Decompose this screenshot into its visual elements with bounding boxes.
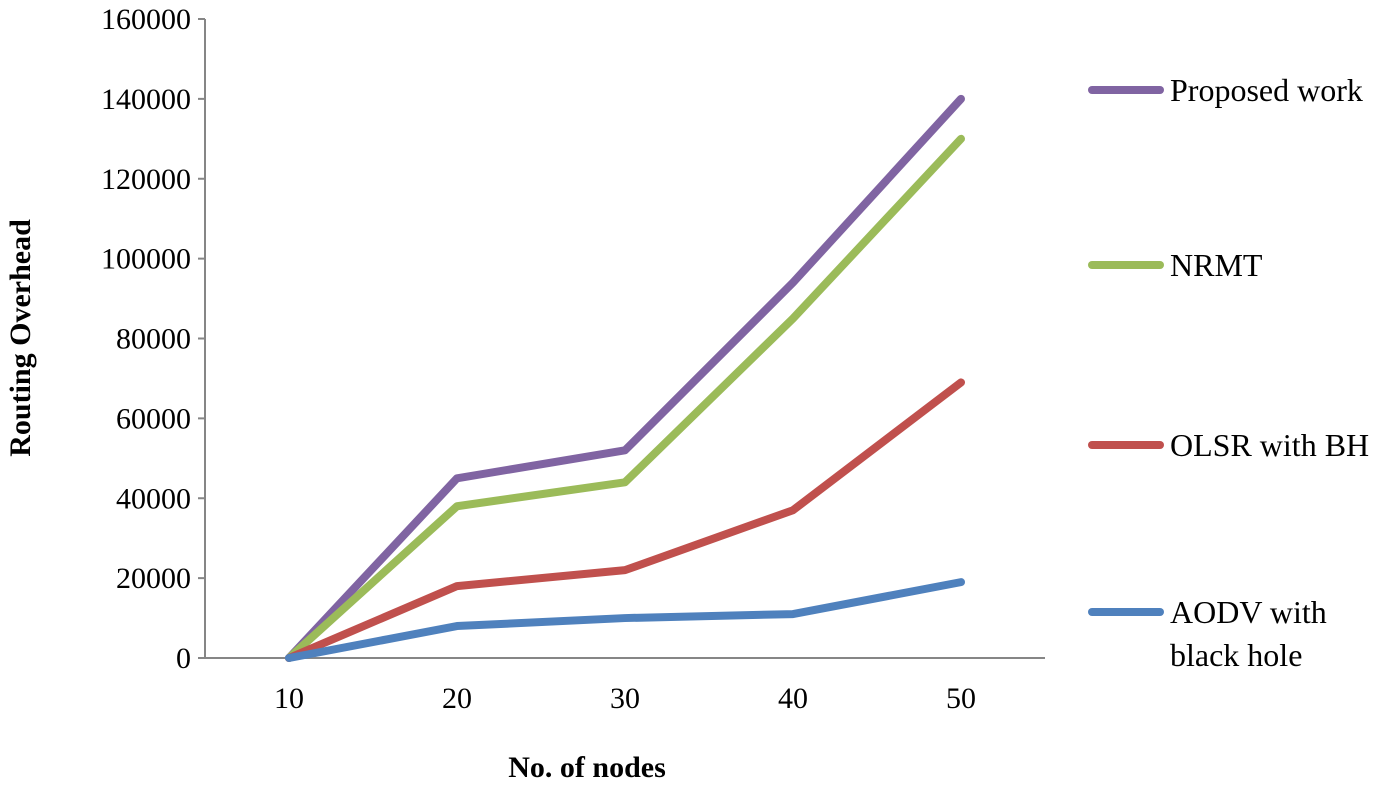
y-tick-label: 160000 [101, 3, 191, 36]
x-axis-label: No. of nodes [508, 751, 666, 784]
y-tick-label: 80000 [116, 323, 191, 356]
legend: Proposed work NRMT OLSR with BH AODV with bl… [1088, 72, 1369, 673]
legend-item: AODV with black hole [1088, 594, 1327, 673]
legend-label: black hole [1170, 637, 1302, 673]
legend-label: OLSR with BH [1170, 427, 1369, 463]
y-tick-label: 100000 [101, 243, 191, 276]
legend-item: Proposed work [1088, 72, 1363, 108]
x-tick-label: 20 [442, 682, 472, 715]
x-tick-label: 10 [274, 682, 304, 715]
series-lines [285, 94, 965, 662]
legend-item: NRMT [1088, 247, 1263, 283]
x-tick-label: 50 [946, 682, 976, 715]
y-tick-label: 0 [176, 642, 191, 675]
legend-label: NRMT [1170, 247, 1263, 283]
y-tick-label: 140000 [101, 83, 191, 116]
x-tick-label: 40 [778, 682, 808, 715]
y-tick-label: 120000 [101, 163, 191, 196]
series-line [285, 378, 965, 662]
series-line [285, 578, 965, 662]
legend-label: Proposed work [1170, 72, 1363, 108]
y-tick-label: 60000 [116, 402, 191, 435]
x-tick-label: 30 [610, 682, 640, 715]
y-tick-label: 40000 [116, 482, 191, 515]
legend-label: AODV with [1170, 594, 1327, 630]
y-axis-label: Routing Overhead [4, 219, 37, 457]
y-tick-label: 20000 [116, 562, 191, 595]
legend-item: OLSR with BH [1088, 427, 1369, 463]
series-line [285, 134, 965, 662]
axes: 0 20000 40000 60000 80000 100000 120000 140000 1… [101, 3, 1045, 715]
series-line [285, 94, 965, 662]
